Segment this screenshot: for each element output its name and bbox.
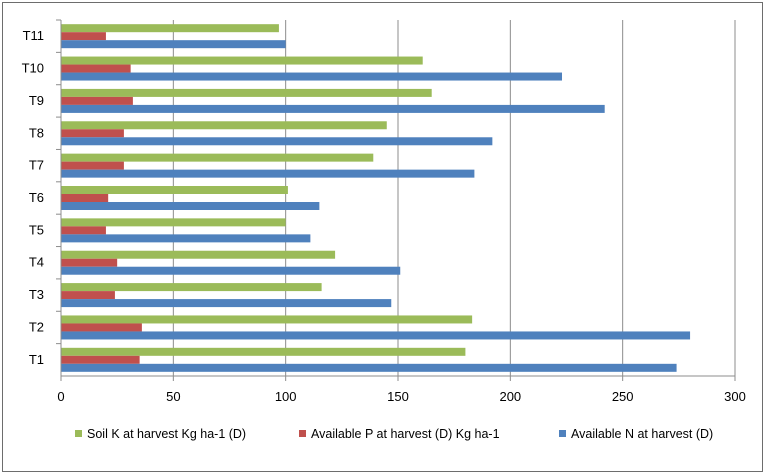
- y-tick-label: T8: [29, 125, 44, 140]
- bar-t4-series-3: [61, 266, 401, 275]
- bar-chart: 0 50 100 150 200 250 300 T1 T2 T3 T4 T5 T6 T7 T8 T9 T10 T…: [22, 19, 746, 441]
- bar-t1-series-2: [61, 355, 140, 364]
- x-tick-label: 0: [57, 389, 64, 404]
- y-tick-label: T7: [29, 158, 44, 173]
- y-tick-label: T1: [29, 352, 44, 367]
- bar-t3-series-1: [61, 283, 322, 292]
- bar-t11-series-3: [61, 40, 286, 49]
- y-tick-label: T6: [29, 190, 44, 205]
- bar-t5-series-3: [61, 234, 311, 243]
- bar-t8-series-3: [61, 137, 493, 146]
- bar-t6-series-1: [61, 186, 288, 194]
- bar-t9-series-1: [61, 88, 432, 97]
- bar-t3-series-2: [61, 291, 115, 300]
- x-tick-label: 50: [166, 389, 180, 404]
- y-tick-label: T2: [29, 319, 44, 334]
- y-tick-label: T4: [29, 255, 44, 270]
- legend-label: Soil K at harvest Kg ha-1 (D): [87, 427, 246, 441]
- legend-label: Available P at harvest (D) Kg ha-1: [311, 427, 500, 441]
- y-tick-label: T10: [22, 61, 44, 76]
- bar-t4-series-1: [61, 250, 336, 259]
- bar-t1-series-3: [61, 363, 677, 372]
- bar-t11-series-2: [61, 32, 106, 41]
- bar-t7-series-3: [61, 169, 475, 178]
- x-tick-label: 150: [387, 389, 409, 404]
- bar-t7-series-1: [61, 153, 374, 162]
- bar-t2-series-2: [61, 323, 142, 332]
- bars: [61, 24, 691, 372]
- y-tick-label: T3: [29, 287, 44, 302]
- y-tick-label: T11: [23, 28, 44, 43]
- bar-t2-series-1: [61, 315, 473, 324]
- bar-t8-series-2: [61, 129, 124, 138]
- bar-t4-series-2: [61, 258, 118, 267]
- legend: Soil K at harvest Kg ha-1 (D) Available P…: [75, 427, 713, 441]
- legend-swatch: [299, 430, 306, 437]
- y-tick-label: T5: [29, 222, 44, 237]
- x-tick-label: 250: [612, 389, 634, 404]
- bar-t6-series-2: [61, 194, 109, 202]
- chart-frame: 0 50 100 150 200 250 300 T1 T2 T3 T4 T5 T6 T7 T8 T9 T10 T…: [2, 2, 763, 472]
- axes: 0 50 100 150 200 250 300 T1 T2 T3 T4 T5 T6 T7 T8 T9 T10 T…: [22, 19, 746, 404]
- bar-t8-series-1: [61, 121, 387, 130]
- bar-t9-series-3: [61, 104, 605, 113]
- bar-t5-series-1: [61, 218, 286, 227]
- bar-t1-series-1: [61, 347, 466, 356]
- legend-swatch: [75, 430, 82, 437]
- bar-t7-series-2: [61, 161, 124, 170]
- bar-t11-series-1: [61, 24, 279, 33]
- x-tick-label: 100: [275, 389, 297, 404]
- bar-t10-series-1: [61, 56, 423, 65]
- y-tick-label: T9: [29, 93, 44, 108]
- bar-t10-series-3: [61, 72, 563, 81]
- bar-t5-series-2: [61, 226, 106, 235]
- x-tick-label: 300: [724, 389, 746, 404]
- bar-t2-series-3: [61, 331, 691, 340]
- x-tick-label: 200: [499, 389, 521, 404]
- bar-t3-series-3: [61, 299, 392, 308]
- legend-swatch: [559, 430, 566, 437]
- bar-t6-series-3: [61, 202, 320, 210]
- legend-label: Available N at harvest (D): [571, 427, 713, 441]
- bar-t9-series-2: [61, 96, 133, 105]
- bar-t10-series-2: [61, 64, 131, 73]
